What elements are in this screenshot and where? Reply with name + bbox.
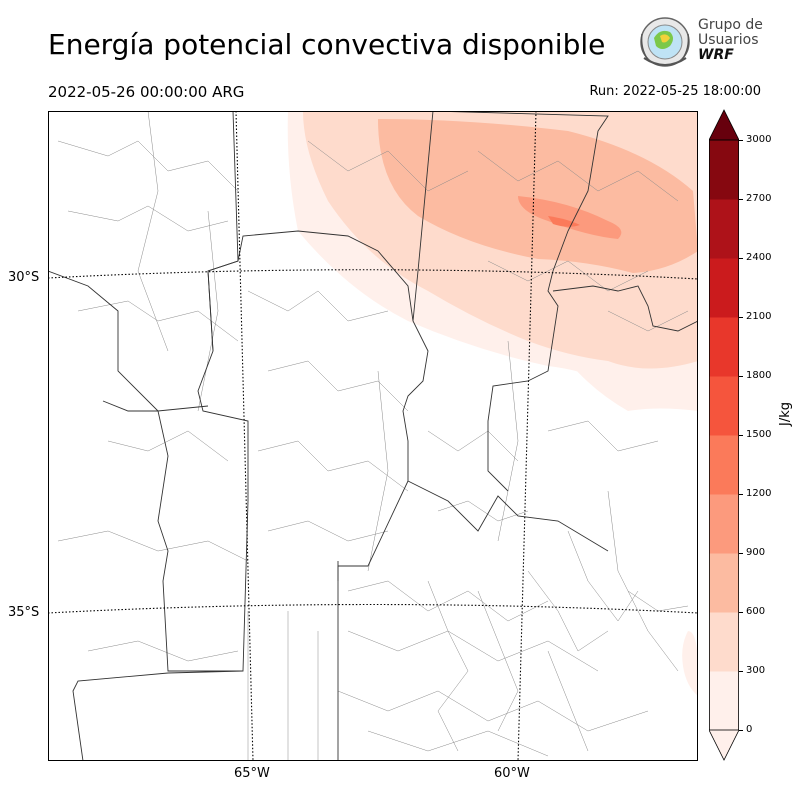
logo-line-3: WRF [698,47,734,63]
colorbar-tick-label: 1200 [746,488,772,499]
colorbar-tick-label: 3000 [746,134,772,145]
colorbar-segment [709,435,739,495]
colorbar-tick-mark [739,140,743,141]
run-time: Run: 2022-05-25 18:00:00 [589,84,761,99]
colorbar-segment [709,494,739,554]
colorbar-unit: J/kg [778,402,793,426]
colorbar-segment [709,612,739,672]
province-boundaries [48,111,698,761]
colorbar-tick-label: 2100 [746,311,772,322]
lon-label-65w: 65°W [234,766,270,781]
colorbar-tick-mark [739,671,743,672]
wrf-users-logo: Grupo de Usuarios WRF [636,14,766,74]
colorbar-segment [709,199,739,259]
colorbar-tick-label: 2700 [746,193,772,204]
colorbar [709,109,739,761]
cape-shading [287,111,698,696]
logo-line-1: Grupo de [698,17,763,33]
graticule [48,111,698,761]
logo-text: Grupo de Usuarios WRF [698,18,763,63]
colorbar-tick-label: 0 [746,724,753,735]
colorbar-segment [709,671,739,731]
colorbar-tick-label: 300 [746,665,766,676]
map-frame [48,111,698,761]
colorbar-frame [709,139,739,731]
page-title: Energía potencial convectiva disponible [48,28,606,61]
colorbar-tick-label: 900 [746,547,766,558]
colorbar-tick-mark [739,258,743,259]
colorbar-tick-mark [739,553,743,554]
colorbar-segment [709,258,739,318]
colorbar-tick-mark [739,317,743,318]
lat-label-30s: 30°S [8,270,40,285]
colorbar-tick-mark [739,612,743,613]
globe-icon [640,17,690,67]
lon-label-60w: 60°W [494,766,530,781]
colorbar-segment [709,553,739,613]
colorbar-extend-max [709,109,739,141]
colorbar-tick-mark [739,376,743,377]
valid-time: 2022-05-26 00:00:00 ARG [48,83,245,101]
department-boundaries [57,111,689,761]
cape-map [48,111,698,761]
colorbar-segment [709,140,739,200]
colorbar-tick-mark [739,494,743,495]
colorbar-segment [709,317,739,377]
colorbar-tick-label: 1800 [746,370,772,381]
colorbar-tick-mark [739,435,743,436]
lat-label-35s: 35°S [8,605,40,620]
colorbar-tick-mark [739,199,743,200]
logo-line-2: Usuarios [698,32,759,48]
colorbar-tick-label: 2400 [746,252,772,263]
colorbar-tick-mark [739,730,743,731]
colorbar-tick-label: 1500 [746,429,772,440]
colorbar-tick-label: 600 [746,606,766,617]
colorbar-extend-min [709,729,739,761]
colorbar-segment [709,376,739,436]
